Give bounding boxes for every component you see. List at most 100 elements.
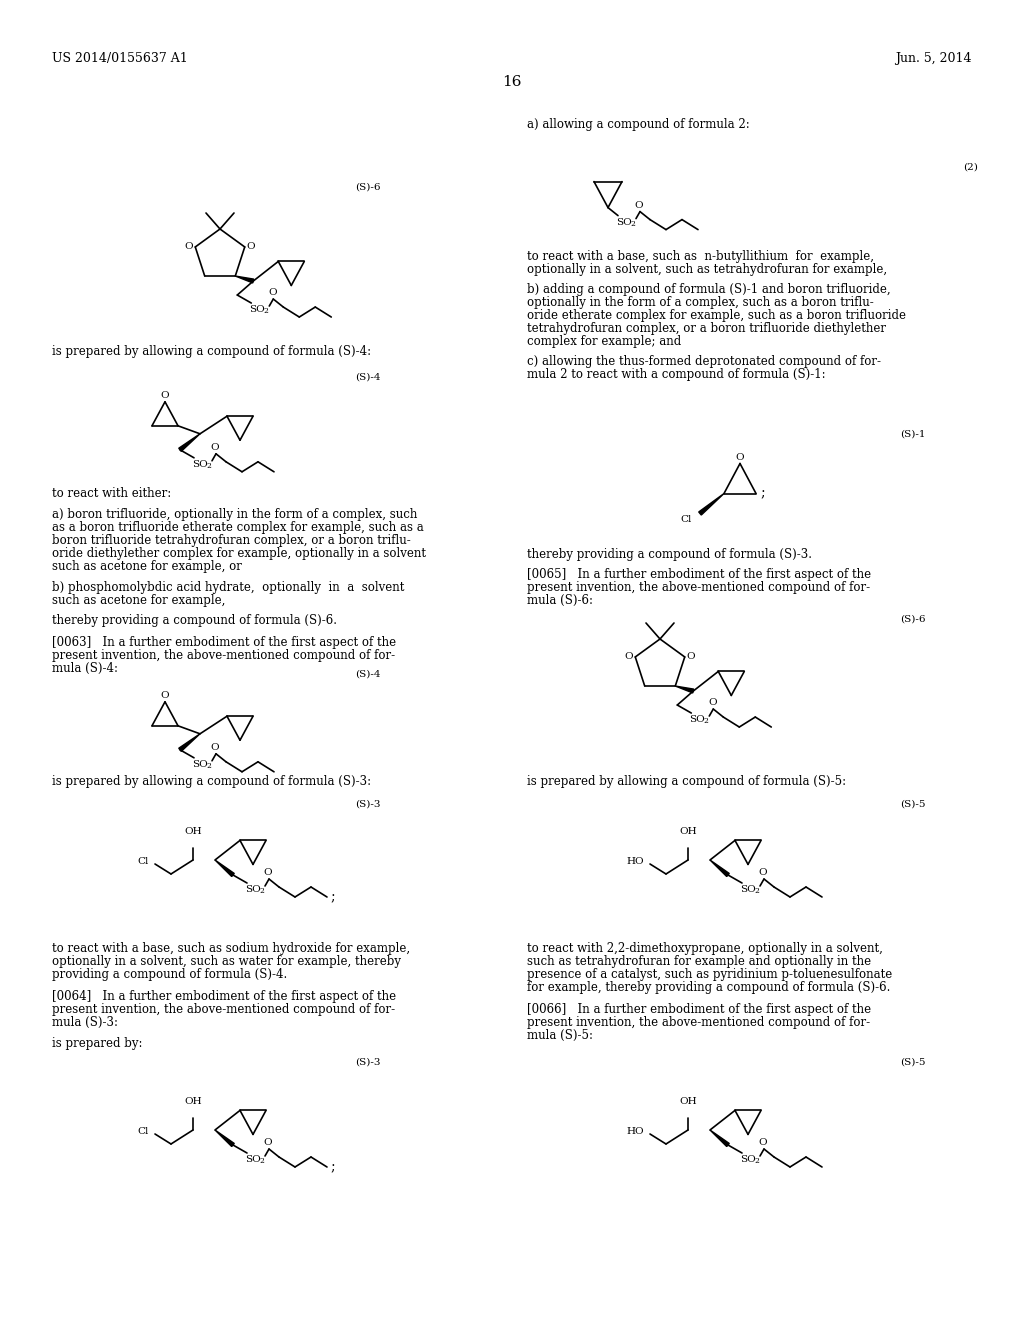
Text: optionally in the form of a complex, such as a boron triflu-: optionally in the form of a complex, suc… — [527, 296, 873, 309]
Text: (S)-6: (S)-6 — [355, 183, 381, 191]
Text: O: O — [161, 391, 169, 400]
Text: O: O — [708, 698, 717, 708]
Text: (2): (2) — [963, 162, 978, 172]
Text: such as acetone for example,: such as acetone for example, — [52, 594, 225, 607]
Text: for example, thereby providing a compound of formula (S)-6.: for example, thereby providing a compoun… — [527, 981, 891, 994]
Text: Cl: Cl — [680, 516, 691, 524]
Text: is prepared by allowing a compound of formula (S)-5:: is prepared by allowing a compound of fo… — [527, 775, 846, 788]
Text: b) adding a compound of formula (S)-1 and boron trifluoride,: b) adding a compound of formula (S)-1 an… — [527, 282, 891, 296]
Text: mula 2 to react with a compound of formula (S)-1:: mula 2 to react with a compound of formu… — [527, 368, 825, 381]
Text: SO: SO — [689, 715, 706, 725]
Text: ;: ; — [330, 890, 335, 904]
Text: Cl: Cl — [137, 1127, 148, 1137]
Text: SO: SO — [740, 1155, 756, 1164]
Text: SO: SO — [740, 884, 756, 894]
Text: complex for example; and: complex for example; and — [527, 335, 681, 348]
Text: 16: 16 — [502, 75, 522, 88]
Text: 2: 2 — [206, 462, 211, 470]
Text: (S)-5: (S)-5 — [900, 1059, 926, 1067]
Polygon shape — [710, 1130, 729, 1147]
Text: O: O — [264, 1138, 272, 1147]
Text: providing a compound of formula (S)-4.: providing a compound of formula (S)-4. — [52, 968, 288, 981]
Text: SO: SO — [245, 1155, 261, 1164]
Text: OH: OH — [184, 1097, 202, 1106]
Text: presence of a catalyst, such as pyridinium p-toluenesulfonate: presence of a catalyst, such as pyridini… — [527, 968, 892, 981]
Text: mula (S)-3:: mula (S)-3: — [52, 1016, 118, 1030]
Text: HO: HO — [627, 858, 644, 866]
Text: a) boron trifluoride, optionally in the form of a complex, such: a) boron trifluoride, optionally in the … — [52, 508, 418, 521]
Polygon shape — [710, 861, 729, 876]
Text: optionally in a solvent, such as tetrahydrofuran for example,: optionally in a solvent, such as tetrahy… — [527, 263, 887, 276]
Text: OH: OH — [679, 828, 696, 836]
Text: SO: SO — [193, 760, 208, 768]
Text: is prepared by allowing a compound of formula (S)-3:: is prepared by allowing a compound of fo… — [52, 775, 371, 788]
Text: SO: SO — [249, 305, 265, 314]
Text: (S)-3: (S)-3 — [355, 800, 381, 809]
Text: (S)-6: (S)-6 — [900, 615, 926, 624]
Text: boron trifluoride tetrahydrofuran complex, or a boron triflu-: boron trifluoride tetrahydrofuran comple… — [52, 535, 411, 546]
Text: (S)-4: (S)-4 — [355, 374, 381, 381]
Text: [0065]   In a further embodiment of the first aspect of the: [0065] In a further embodiment of the fi… — [527, 568, 871, 581]
Text: present invention, the above-mentioned compound of for-: present invention, the above-mentioned c… — [52, 649, 395, 663]
Text: (S)-4: (S)-4 — [355, 671, 381, 678]
Text: OH: OH — [679, 1097, 696, 1106]
Text: is prepared by:: is prepared by: — [52, 1038, 142, 1049]
Text: US 2014/0155637 A1: US 2014/0155637 A1 — [52, 51, 187, 65]
Text: O: O — [759, 1138, 767, 1147]
Text: mula (S)-4:: mula (S)-4: — [52, 663, 118, 675]
Text: 2: 2 — [630, 219, 635, 227]
Text: 2: 2 — [206, 762, 211, 770]
Text: O: O — [635, 201, 643, 210]
Text: 2: 2 — [259, 1158, 264, 1166]
Text: such as tetrahydrofuran for example and optionally in the: such as tetrahydrofuran for example and … — [527, 954, 871, 968]
Text: mula (S)-5:: mula (S)-5: — [527, 1030, 593, 1041]
Text: O: O — [184, 243, 194, 252]
Polygon shape — [179, 434, 200, 451]
Polygon shape — [179, 734, 200, 751]
Text: SO: SO — [193, 459, 208, 469]
Polygon shape — [215, 861, 234, 876]
Text: O: O — [211, 743, 219, 752]
Polygon shape — [675, 686, 694, 693]
Text: O: O — [687, 652, 695, 661]
Text: thereby providing a compound of formula (S)-6.: thereby providing a compound of formula … — [52, 614, 337, 627]
Text: O: O — [161, 690, 169, 700]
Text: HO: HO — [627, 1127, 644, 1137]
Text: SO: SO — [245, 884, 261, 894]
Text: (S)-3: (S)-3 — [355, 1059, 381, 1067]
Text: such as acetone for example, or: such as acetone for example, or — [52, 560, 242, 573]
Text: O: O — [247, 243, 255, 252]
Text: to react with a base, such as  n-butyllithium  for  example,: to react with a base, such as n-butyllit… — [527, 249, 874, 263]
Text: SO: SO — [616, 218, 632, 227]
Text: O: O — [759, 869, 767, 876]
Text: a) allowing a compound of formula 2:: a) allowing a compound of formula 2: — [527, 117, 750, 131]
Text: (S)-5: (S)-5 — [900, 800, 926, 809]
Text: oride etherate complex for example, such as a boron trifluoride: oride etherate complex for example, such… — [527, 309, 906, 322]
Text: as a boron trifluoride etherate complex for example, such as a: as a boron trifluoride etherate complex … — [52, 521, 424, 535]
Text: OH: OH — [184, 828, 202, 836]
Text: b) phosphomolybdic acid hydrate,  optionally  in  a  solvent: b) phosphomolybdic acid hydrate, optiona… — [52, 581, 404, 594]
Text: 2: 2 — [263, 308, 268, 315]
Text: to react with either:: to react with either: — [52, 487, 171, 500]
Text: 2: 2 — [754, 887, 759, 895]
Polygon shape — [698, 494, 724, 515]
Text: to react with 2,2-dimethoxypropane, optionally in a solvent,: to react with 2,2-dimethoxypropane, opti… — [527, 942, 883, 954]
Text: 2: 2 — [754, 1158, 759, 1166]
Text: optionally in a solvent, such as water for example, thereby: optionally in a solvent, such as water f… — [52, 954, 401, 968]
Text: to react with a base, such as sodium hydroxide for example,: to react with a base, such as sodium hyd… — [52, 942, 411, 954]
Text: 2: 2 — [259, 887, 264, 895]
Text: Jun. 5, 2014: Jun. 5, 2014 — [896, 51, 972, 65]
Text: oride diethylether complex for example, optionally in a solvent: oride diethylether complex for example, … — [52, 546, 426, 560]
Text: is prepared by allowing a compound of formula (S)-4:: is prepared by allowing a compound of fo… — [52, 345, 371, 358]
Text: tetrahydrofuran complex, or a boron trifluoride diethylether: tetrahydrofuran complex, or a boron trif… — [527, 322, 886, 335]
Text: O: O — [735, 453, 744, 462]
Text: thereby providing a compound of formula (S)-3.: thereby providing a compound of formula … — [527, 548, 812, 561]
Polygon shape — [236, 276, 254, 282]
Text: 2: 2 — [703, 717, 709, 725]
Text: ;: ; — [330, 1160, 335, 1173]
Text: c) allowing the thus-formed deprotonated compound of for-: c) allowing the thus-formed deprotonated… — [527, 355, 881, 368]
Text: (S)-1: (S)-1 — [900, 430, 926, 440]
Text: O: O — [264, 869, 272, 876]
Polygon shape — [215, 1130, 234, 1147]
Text: [0063]   In a further embodiment of the first aspect of the: [0063] In a further embodiment of the fi… — [52, 636, 396, 649]
